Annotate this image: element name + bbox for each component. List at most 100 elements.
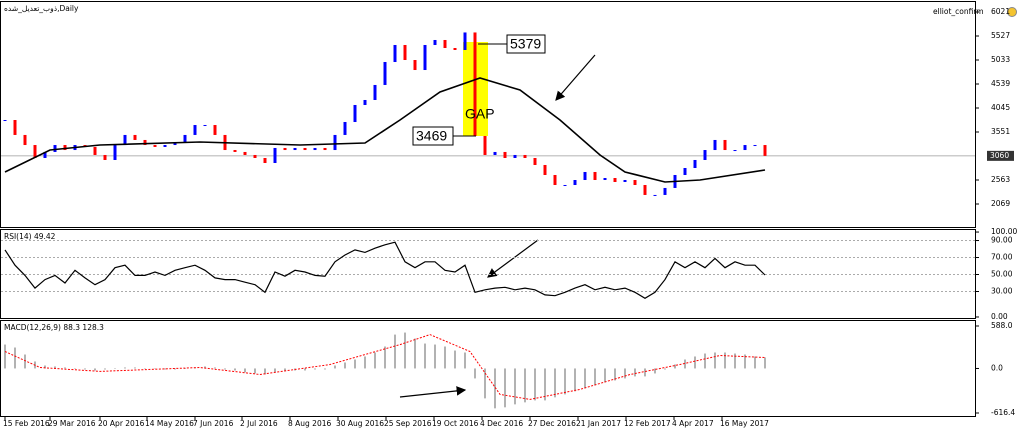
histogram-bar <box>404 332 406 369</box>
y-tick-label: 5527 <box>991 31 1010 40</box>
histogram-bar <box>564 368 566 395</box>
candle <box>603 178 607 181</box>
y-tick-label: 588.0 <box>991 321 1013 330</box>
histogram-bar <box>534 368 536 401</box>
x-tick-label: 15 Feb 2016 <box>3 419 50 428</box>
candle <box>463 32 467 50</box>
candle <box>453 48 457 50</box>
histogram-bar <box>434 344 436 369</box>
y-tick-label: 3551 <box>991 127 1010 136</box>
histogram-bar <box>574 368 576 392</box>
x-tick-label: 29 Mar 2016 <box>48 419 96 428</box>
y-tick-label: -616.4 <box>991 408 1015 417</box>
y-tick-label: 50.00 <box>991 270 1013 279</box>
arrow <box>399 386 467 398</box>
histogram-bar <box>414 338 416 369</box>
candle <box>353 104 357 122</box>
x-tick-label: 25 Sep 2016 <box>384 419 432 428</box>
histogram-bar <box>514 368 516 405</box>
histogram-bar <box>494 368 496 409</box>
histogram-bar <box>724 352 726 369</box>
candle <box>563 185 567 187</box>
histogram-bar <box>274 368 276 373</box>
candle <box>743 145 747 151</box>
histogram-bar <box>324 368 326 370</box>
histogram-bar <box>304 368 306 371</box>
histogram-bar <box>124 367 126 369</box>
y-tick-label: 6021 <box>991 7 1010 16</box>
histogram-bar <box>74 368 76 369</box>
x-tick-label: 2 Jul 2016 <box>240 419 278 428</box>
histogram-bar <box>234 368 236 371</box>
candle <box>403 44 407 61</box>
candle <box>213 125 217 135</box>
candle <box>513 154 517 158</box>
histogram-bar <box>474 368 476 379</box>
histogram-bar <box>364 356 366 369</box>
x-tick-label: 30 Aug 2016 <box>336 419 384 428</box>
y-tick-label: 90.00 <box>991 236 1013 245</box>
histogram-bar <box>204 366 206 369</box>
annotation: 5379 <box>510 36 541 52</box>
x-tick-label: 21 Jan 2017 <box>576 419 621 428</box>
candle <box>473 32 477 136</box>
line <box>4 334 766 400</box>
histogram-bar <box>144 368 146 369</box>
x-tick-label: 4 Apr 2017 <box>672 419 714 428</box>
candle <box>413 60 417 71</box>
histogram-bar <box>464 352 466 369</box>
candle <box>63 145 67 151</box>
arrow <box>555 54 596 101</box>
histogram-bar <box>214 367 216 369</box>
candle <box>723 139 727 151</box>
histogram-bar <box>104 368 106 370</box>
candle <box>233 150 237 152</box>
candle <box>643 185 647 195</box>
candle <box>363 99 367 105</box>
histogram-bar <box>314 368 316 370</box>
candle <box>703 150 707 160</box>
histogram-bar <box>594 368 596 386</box>
candle <box>123 134 127 146</box>
candle <box>13 120 17 135</box>
candle <box>203 125 207 127</box>
histogram-bar <box>284 368 286 372</box>
histogram-bar <box>734 353 736 369</box>
x-tick-label: 16 May 2017 <box>720 419 769 428</box>
candle <box>93 146 97 155</box>
histogram-bar <box>664 368 666 370</box>
candle <box>683 168 687 175</box>
candle <box>623 180 627 182</box>
candle <box>543 164 547 175</box>
histogram-bar <box>694 356 696 369</box>
x-tick-label: 7 Jun 2016 <box>193 419 234 428</box>
candle <box>693 159 697 169</box>
histogram-bar <box>644 368 646 377</box>
pane-title: MACD(12,26,9) 88.3 128.3 <box>4 323 104 332</box>
y-tick-label: 0.00 <box>991 312 1008 321</box>
histogram-bar <box>454 350 456 369</box>
line <box>4 241 766 299</box>
pane-border <box>0 1 976 228</box>
candle <box>433 39 437 45</box>
histogram-bar <box>54 366 56 369</box>
pane-title: ذوب_تعدیل_شده,Daily <box>4 4 79 13</box>
histogram-bar <box>754 356 756 369</box>
candle <box>153 145 157 147</box>
y-tick-label: 2563 <box>991 175 1010 184</box>
histogram-bar <box>64 367 66 369</box>
candle <box>163 145 167 147</box>
histogram-bar <box>654 368 656 374</box>
candle <box>313 147 317 151</box>
histogram-bar <box>344 362 346 369</box>
histogram-bar <box>24 354 26 369</box>
candle <box>423 44 427 71</box>
candle <box>43 151 47 158</box>
histogram-bar <box>504 368 506 408</box>
indicator-icon <box>1007 7 1017 17</box>
candle <box>343 121 347 135</box>
candle <box>763 145 767 156</box>
candle <box>53 145 57 152</box>
candle <box>483 135 487 155</box>
